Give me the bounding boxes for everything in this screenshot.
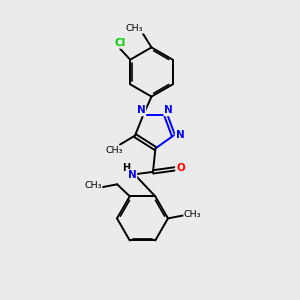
Text: N: N xyxy=(136,105,146,116)
Text: O: O xyxy=(176,163,185,173)
Text: CH₃: CH₃ xyxy=(184,210,201,219)
Text: N: N xyxy=(128,170,136,180)
Text: N: N xyxy=(164,105,173,116)
Text: H: H xyxy=(122,163,130,173)
Text: N: N xyxy=(176,130,184,140)
Text: CH₃: CH₃ xyxy=(126,24,143,33)
Text: CH₃: CH₃ xyxy=(84,181,102,190)
Text: Cl: Cl xyxy=(114,38,125,48)
Text: CH₃: CH₃ xyxy=(106,146,123,155)
